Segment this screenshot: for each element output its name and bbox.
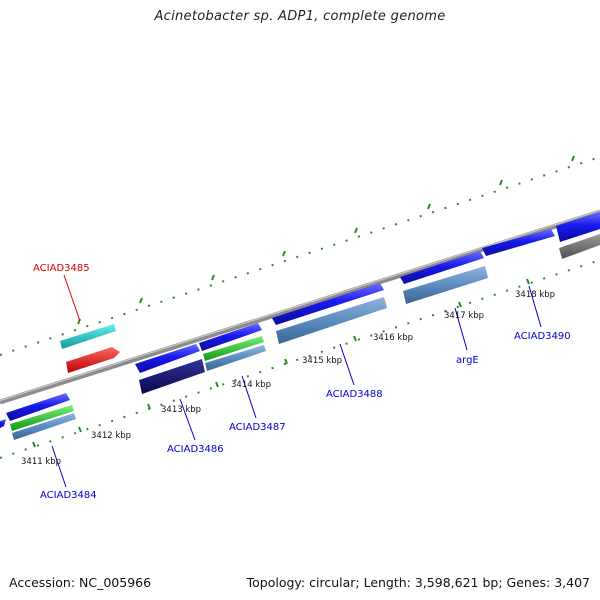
outer-tick-ring: [0, 156, 600, 356]
cds-arrow-aciad3487[interactable]: [199, 323, 262, 351]
gene-label-aciad3490[interactable]: ACIAD3490: [514, 331, 571, 342]
genome-backbone-highlight: [0, 209, 600, 402]
misc-feature-aciad3487[interactable]: [203, 336, 264, 361]
gene-label-arge[interactable]: argE: [456, 355, 479, 366]
cds-arrow-aciad3486[interactable]: [135, 344, 200, 373]
tick-label-3411: 3411 kbp: [21, 457, 61, 467]
trna-feature-aciad3485[interactable]: [60, 324, 116, 349]
gene-label-aciad3486[interactable]: ACIAD3486: [167, 444, 224, 455]
rrna-feature-aciad3485[interactable]: [66, 347, 120, 373]
misc-feature-aciad3484[interactable]: [10, 405, 74, 431]
gene-label-aciad3488[interactable]: ACIAD3488: [326, 389, 383, 400]
major-ticks: [32, 278, 530, 448]
tick-label-3417: 3417 kbp: [444, 311, 484, 321]
cds-features[interactable]: [0, 212, 600, 428]
tick-labels: 3411 kbp 3412 kbp 3413 kbp 3414 kbp 3415…: [21, 290, 555, 467]
gene-feature-aciad3484[interactable]: [12, 413, 76, 440]
genome-summary-text: Topology: circular; Length: 3,598,621 bp…: [246, 575, 590, 590]
inner-tick-ring: [0, 259, 600, 459]
gene-label-aciad3487[interactable]: ACIAD3487: [229, 422, 286, 433]
dark-cds-aciad3486[interactable]: [139, 359, 205, 394]
tick-label-3413: 3413 kbp: [161, 405, 201, 415]
cds-arrow-aciad3490[interactable]: [482, 229, 555, 256]
cds-arrow-aciad3488[interactable]: [272, 283, 384, 325]
tick-label-3414: 3414 kbp: [231, 380, 271, 390]
map-title: Acinetobacter sp. ADP1, complete genome: [154, 9, 446, 24]
accession-text: Accession: NC_005966: [9, 575, 152, 590]
tick-label-3418: 3418 kbp: [515, 290, 555, 300]
tick-label-3412: 3412 kbp: [91, 431, 131, 441]
cds-arrow-aciad3484[interactable]: [6, 393, 70, 421]
cds-arrow-left-edge[interactable]: [0, 419, 6, 428]
gene-label-aciad3485[interactable]: ACIAD3485: [33, 263, 90, 274]
gene-labels[interactable]: ACIAD3485 ACIAD3484 ACIAD3486 ACIAD3487 …: [33, 263, 571, 501]
gene-feature-arge[interactable]: [403, 266, 488, 304]
gene-feature-aciad3488[interactable]: [276, 297, 387, 344]
gene-features[interactable]: [12, 266, 488, 440]
label-leaders: [51, 274, 542, 488]
gray-feature-right-edge[interactable]: [559, 234, 600, 259]
cds-arrow-arge[interactable]: [400, 251, 484, 284]
gene-label-aciad3484[interactable]: ACIAD3484: [40, 490, 97, 501]
gene-feature-aciad3487[interactable]: [205, 345, 266, 371]
tick-label-3416: 3416 kbp: [373, 333, 413, 343]
tick-label-3415: 3415 kbp: [302, 356, 342, 366]
cds-arrow-right-edge[interactable]: [556, 212, 600, 242]
